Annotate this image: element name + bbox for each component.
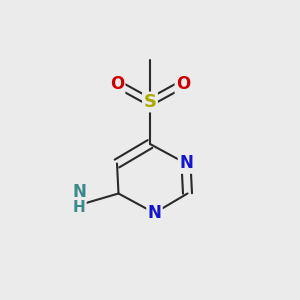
Text: N: N [148, 204, 161, 222]
Text: H: H [73, 200, 86, 214]
Text: O: O [176, 75, 190, 93]
Text: N: N [73, 183, 86, 201]
Text: N: N [179, 154, 193, 172]
Text: O: O [110, 75, 124, 93]
Text: S: S [143, 93, 157, 111]
